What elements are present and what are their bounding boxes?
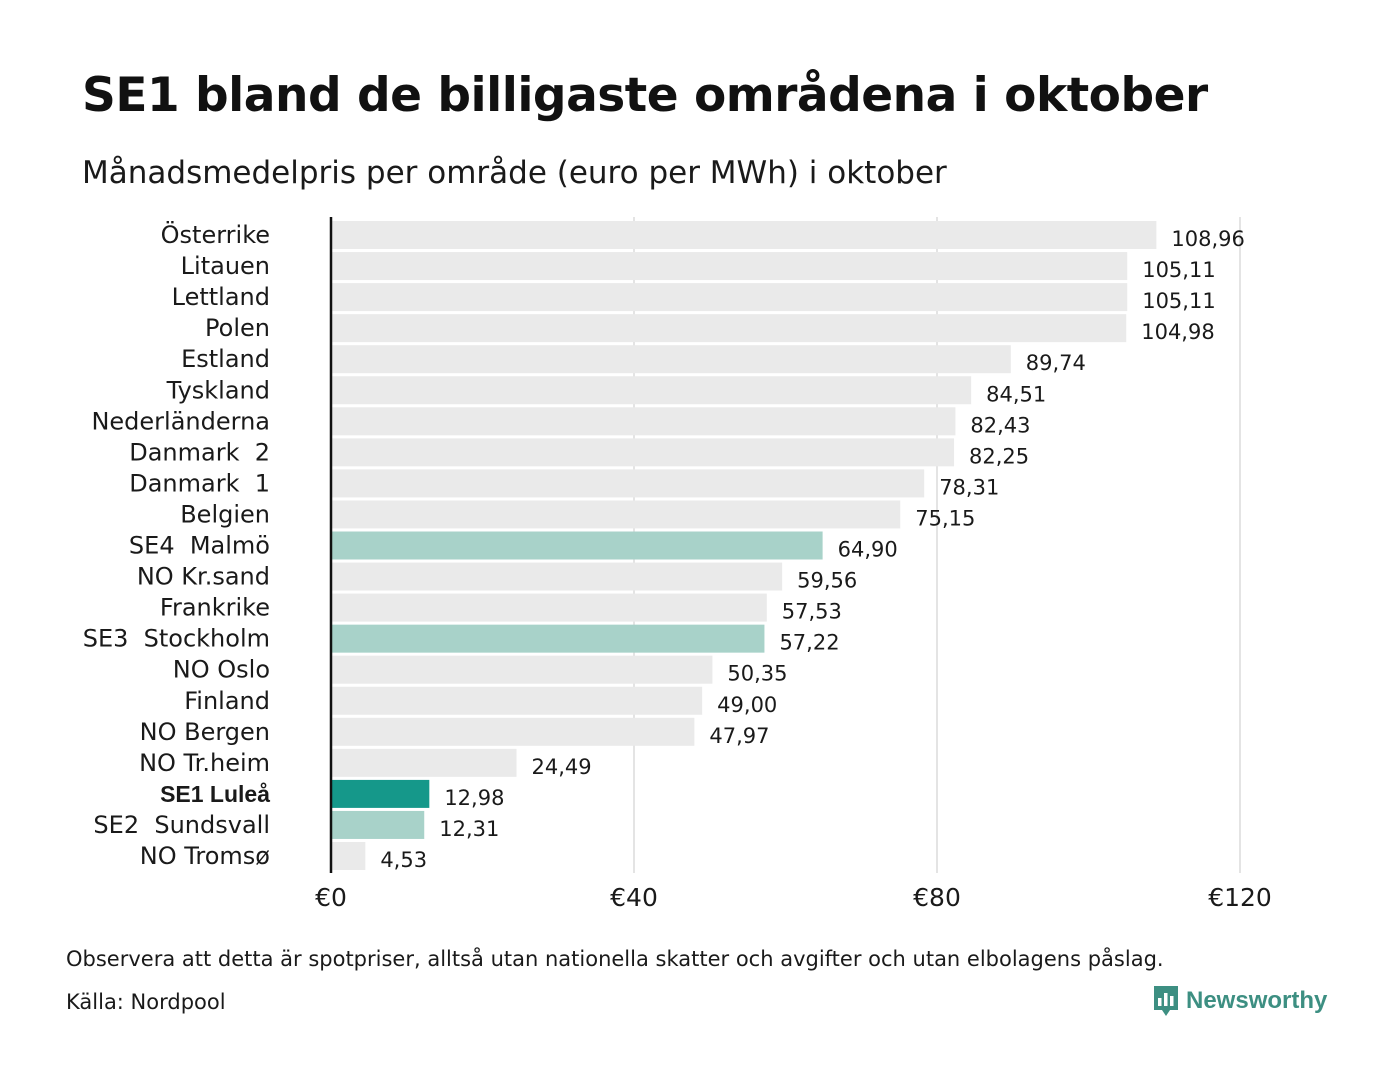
bar <box>331 345 1011 374</box>
bar <box>331 531 823 560</box>
bar <box>331 779 430 808</box>
category-label: SE2 Sundsvall <box>93 811 270 839</box>
bar <box>331 655 713 684</box>
bar <box>331 407 956 436</box>
category-label: Österrike <box>161 220 270 249</box>
bar <box>331 500 901 529</box>
value-label: 64,90 <box>838 538 898 562</box>
bar-chart: Österrike 108,96 Litauen 105,11 Lettland 105,… <box>83 217 1272 912</box>
category-label: Litauen <box>181 252 270 280</box>
bar <box>331 748 517 777</box>
value-label: 4,53 <box>380 848 427 872</box>
value-label: 105,11 <box>1142 258 1215 282</box>
value-label: 82,43 <box>970 413 1030 437</box>
x-tick-label: €120 <box>1208 883 1272 912</box>
category-label: NO Oslo <box>173 656 270 684</box>
bar <box>331 221 1157 249</box>
x-tick-label: €40 <box>610 883 658 912</box>
category-label: NO Kr.sand <box>137 563 270 591</box>
bar <box>331 283 1128 312</box>
bar <box>331 314 1127 343</box>
value-label: 108,96 <box>1171 227 1244 251</box>
value-label: 78,31 <box>939 475 999 499</box>
category-label: NO Tr.heim <box>139 749 270 777</box>
bar <box>331 624 765 653</box>
category-label: Finland <box>184 687 270 715</box>
value-label: 50,35 <box>727 662 787 686</box>
category-label: SE4 Malmö <box>129 532 270 560</box>
category-label: NO Bergen <box>140 718 270 746</box>
source-note: Källa: Nordpool <box>66 990 226 1014</box>
value-label: 75,15 <box>915 506 975 530</box>
value-label: 57,22 <box>779 631 839 655</box>
value-label: 104,98 <box>1141 320 1214 344</box>
value-label: 57,53 <box>782 600 842 624</box>
bar <box>331 593 767 622</box>
category-label: SE3 Stockholm <box>83 625 270 653</box>
bar <box>331 810 425 839</box>
category-label: Danmark 2 <box>129 438 270 466</box>
category-label: Polen <box>205 314 270 342</box>
bar <box>331 438 955 467</box>
value-label: 12,31 <box>439 817 499 841</box>
value-label: 47,97 <box>709 724 769 748</box>
bar <box>331 717 695 746</box>
bar <box>331 469 925 498</box>
newsworthy-logo: Newsworthy <box>1152 984 1327 1018</box>
category-label: Frankrike <box>160 594 270 622</box>
value-label: 59,56 <box>797 569 857 593</box>
bar <box>331 252 1128 281</box>
brand-name: Newsworthy <box>1186 987 1328 1014</box>
bar <box>331 842 366 870</box>
value-label: 49,00 <box>717 693 777 717</box>
bar <box>331 376 972 405</box>
chart-subtitle: Månadsmedelpris per område (euro per MWh… <box>82 155 947 191</box>
category-label: Nederländerna <box>91 407 270 435</box>
newsworthy-icon <box>1154 986 1178 1016</box>
value-label: 105,11 <box>1142 289 1215 313</box>
x-tick-label: €80 <box>913 883 961 912</box>
category-label: Estland <box>181 345 270 373</box>
category-label: Danmark 1 <box>129 469 270 497</box>
value-label: 89,74 <box>1026 351 1086 375</box>
category-label: SE1 Luleå <box>160 781 270 807</box>
bar <box>331 562 783 591</box>
x-tick-label: €0 <box>315 883 347 912</box>
value-label: 82,25 <box>969 444 1029 468</box>
category-label: Tyskland <box>166 376 270 404</box>
bar <box>331 686 703 715</box>
chart-title: SE1 bland de billigaste områdena i oktob… <box>82 68 1208 123</box>
category-label: Belgien <box>180 500 270 528</box>
value-label: 12,98 <box>444 786 504 810</box>
category-label: NO Tromsø <box>140 842 270 870</box>
value-label: 24,49 <box>532 755 592 779</box>
value-label: 84,51 <box>986 382 1046 406</box>
category-label: Lettland <box>172 283 270 311</box>
footnote: Observera att detta är spotpriser, allts… <box>66 947 1164 971</box>
